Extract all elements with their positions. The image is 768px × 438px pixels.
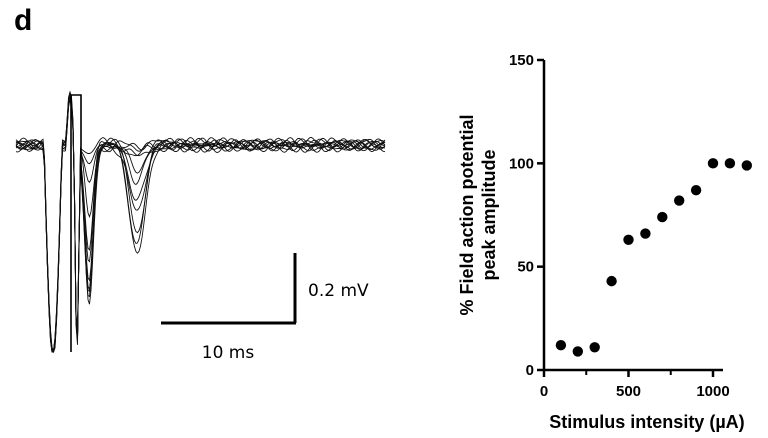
data-points: [555, 158, 752, 357]
data-point: [640, 228, 651, 239]
stimulus-artifact: [70, 94, 82, 352]
scale-bar-voltage-label: 0.2 mV: [308, 281, 369, 301]
data-point: [741, 160, 752, 171]
data-point: [707, 158, 719, 169]
x-axis-title: Stimulus intensity (µA): [549, 412, 744, 432]
trace-lines: [15, 90, 386, 354]
data-point: [555, 340, 567, 351]
x-tick-label: 500: [616, 383, 641, 400]
x-tick-label: 0: [540, 383, 548, 400]
data-point: [606, 275, 617, 287]
y-tick-label: 50: [517, 259, 534, 276]
data-point: [572, 346, 583, 357]
data-point: [589, 342, 600, 353]
y-tick-label: 150: [509, 52, 534, 69]
panel-label: d: [14, 4, 33, 37]
axes: [542, 60, 723, 372]
data-point: [657, 211, 668, 223]
y-tick-label: 0: [526, 362, 534, 379]
y-axis-title-line2: peak amplitude: [479, 149, 499, 280]
field-potential-traces: 0.2 mV 10 ms: [15, 90, 386, 363]
data-point: [623, 234, 634, 245]
trace-line: [15, 95, 386, 352]
data-point: [690, 185, 702, 196]
y-tick-label: 100: [509, 155, 534, 172]
x-tick-label: 1000: [696, 383, 729, 400]
scale-bar-time-label: 10 ms: [202, 343, 255, 363]
axis-ticks: 0 50 100 150 0 500 1000: [509, 52, 730, 400]
y-axis-title-line1: % Field action potential: [457, 114, 477, 315]
data-point: [724, 158, 736, 169]
trace-line: [15, 97, 386, 353]
data-point: [674, 195, 685, 206]
